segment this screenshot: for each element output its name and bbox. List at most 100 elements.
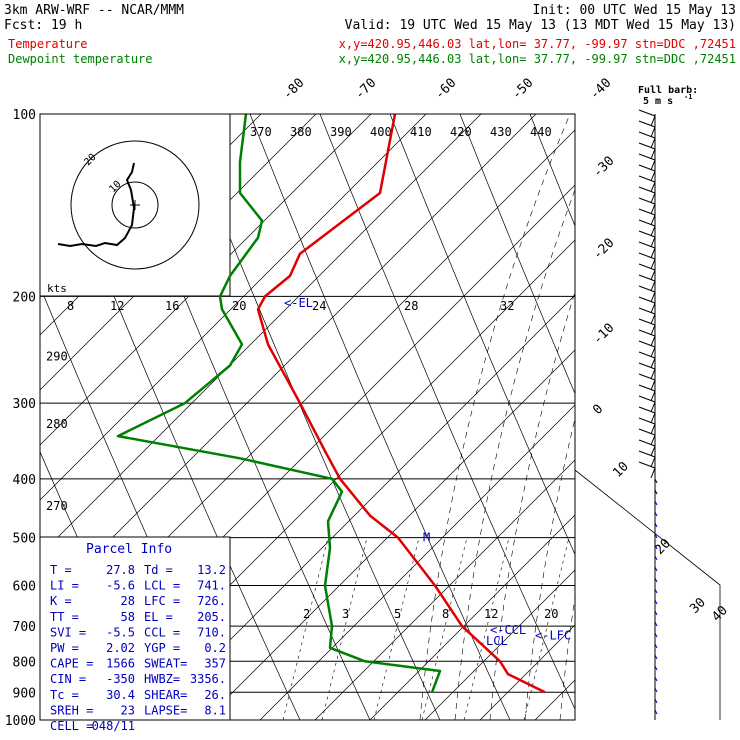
- hodograph-trace: [57, 162, 136, 248]
- mixing-ratio-line: [321, 537, 368, 720]
- parcel-param-value: 741.: [197, 579, 226, 593]
- theta-label: 380: [290, 125, 312, 139]
- parcel-param-label: Tc =: [50, 688, 79, 702]
- mixing-ratio-labels: 2 3 5 8 12 20: [303, 607, 558, 621]
- wind-barb: [650, 203, 656, 215]
- isotherm-line: [40, 114, 427, 501]
- theta-label-left: 270: [46, 499, 68, 513]
- barb-legend-sublabel: 5 m s: [643, 96, 673, 107]
- hodograph-inset: 20 10: [39, 113, 231, 297]
- wind-barb: [650, 313, 656, 325]
- pressure-label: 1000: [5, 714, 36, 729]
- wind-barb-flag: [638, 186, 656, 194]
- parcel-param-label: EL =: [144, 610, 173, 624]
- parcel-info-title: Parcel Info: [86, 542, 172, 557]
- pressure-label: 800: [13, 655, 36, 670]
- isotherm-line: [40, 114, 482, 556]
- theta-label: 400: [370, 125, 392, 139]
- wind-barb-flag: [638, 197, 656, 205]
- wind-barb-flag: [638, 384, 656, 392]
- parcel-param-label: HWBZ=: [144, 672, 180, 686]
- isotherm-line: [369, 514, 575, 720]
- wind-barb: [650, 137, 656, 149]
- isotherm-label: 30: [687, 595, 709, 617]
- wind-barb: [654, 621, 658, 627]
- level-annotation: LCL: [486, 634, 508, 648]
- isotherm-label: -50: [509, 76, 536, 103]
- parcel-param-label: Td =: [144, 563, 173, 577]
- mixing-ratio-line: [282, 537, 329, 720]
- moist-adiabat-line: [665, 114, 740, 720]
- wind-speed-tick: 28: [404, 299, 418, 313]
- temperature-legend-label: Temperature: [8, 37, 87, 51]
- theta-label-left: 290: [46, 349, 68, 363]
- wind-speed-tick: 12: [110, 299, 124, 313]
- wind-barb-flag: [638, 120, 656, 128]
- parcel-param-label: CELL =: [50, 719, 93, 733]
- wind-speed-tick: 20: [232, 299, 246, 313]
- barb-legend-exponent: -1: [684, 93, 692, 101]
- parcel-param-value: 30.4: [106, 688, 135, 702]
- barb-legend-label: Full barb:: [638, 85, 698, 96]
- wind-barb: [650, 346, 656, 358]
- parcel-param-label: SVI =: [50, 625, 86, 639]
- wind-barb-flag: [638, 307, 656, 315]
- isotherm-label: -80: [280, 76, 307, 103]
- dry-adiabat-line: [249, 114, 511, 720]
- parcel-param-value: 13.2: [197, 563, 226, 577]
- isotherm-line: [40, 114, 262, 336]
- parcel-param-value: 0.2: [204, 641, 226, 655]
- parcel-param-value: 8.1: [204, 703, 226, 717]
- mixing-ratio-label: 5: [394, 607, 401, 621]
- parcel-param-label: LCL =: [144, 579, 180, 593]
- wind-barb: [650, 291, 656, 303]
- wind-barb: [650, 467, 656, 479]
- wind-barb-flag: [638, 439, 656, 447]
- parcel-param-value: 26.: [204, 688, 226, 702]
- parcel-param-value: 357: [204, 657, 226, 671]
- wind-speed-tick: 8: [67, 299, 74, 313]
- parcel-param-label: LAPSE=: [144, 703, 187, 717]
- wind-barb: [650, 401, 656, 413]
- isotherm-line: [424, 569, 575, 720]
- wind-barb: [650, 445, 656, 457]
- parcel-param-value: 27.8: [106, 563, 135, 577]
- moist-adiabat-line: [559, 595, 575, 720]
- parcel-param-value: 710.: [197, 625, 226, 639]
- wind-barb: [650, 126, 656, 138]
- wind-barb: [654, 599, 658, 605]
- wind-barb: [650, 324, 656, 336]
- wind-barb-flag: [638, 362, 656, 370]
- wind-barb: [654, 709, 658, 715]
- wind-barb-flag: [638, 131, 656, 139]
- mixing-ratio-line: [463, 537, 510, 720]
- wind-barb-flag: [638, 417, 656, 425]
- parcel-param-value: 58: [121, 610, 135, 624]
- wind-speed-unit: kts: [47, 282, 67, 295]
- mixing-ratio-label: 2: [303, 607, 310, 621]
- parcel-param-label: CIN =: [50, 672, 86, 686]
- parcel-param-value: 3356.: [190, 672, 226, 686]
- parcel-info-box: Parcel Info T = 27.8 Td = 13.2 LI = -5.6 LCL =…: [39, 536, 231, 733]
- wind-barb: [654, 676, 658, 682]
- parcel-param-label: SHEAR=: [144, 688, 187, 702]
- mixing-ratio-label: 8: [442, 607, 449, 621]
- isotherm-labels: -80 -70 -60 -50 -40 -30 -20 -10 0 10 20 30 40: [280, 76, 731, 625]
- dewpoint-location-info: x,y=420.95,446.03 lat,lon= 37.77, -99.97…: [339, 52, 736, 66]
- mixing-ratio-line: [523, 537, 570, 720]
- mixing-ratio-label: 12: [484, 607, 498, 621]
- moist-adiabat-line: [419, 114, 571, 720]
- level-annotation: M: [423, 531, 430, 545]
- wind-barb: [650, 225, 656, 237]
- wind-barb-flag: [638, 153, 656, 161]
- parcel-param-label: LFC =: [144, 594, 180, 608]
- parcel-param-label: CCL =: [144, 625, 180, 639]
- wind-barb: [650, 335, 656, 347]
- dry-adiabat-line: [389, 114, 575, 556]
- wind-barb: [650, 159, 656, 171]
- parcel-param-value: -5.5: [106, 625, 135, 639]
- isotherm-label: 0: [590, 402, 606, 418]
- mixing-ratio-line: [373, 537, 420, 720]
- wind-barb: [654, 610, 658, 616]
- moist-adiabat-line: [524, 417, 575, 720]
